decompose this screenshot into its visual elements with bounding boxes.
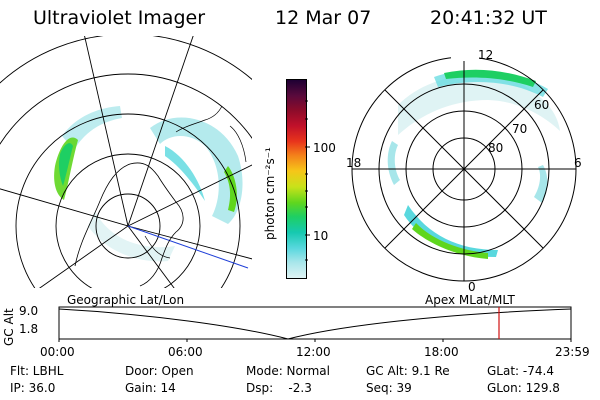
geographic-auroral-image xyxy=(0,36,252,288)
x-tick-0600: 06:00 xyxy=(168,345,203,359)
apex-mlat-mlt-label: Apex MLat/MLT xyxy=(425,293,515,307)
geographic-lat-lon-label: Geographic Lat/Lon xyxy=(67,293,185,307)
colorbar-tick-100: 100 xyxy=(313,141,336,155)
dsp-value: Dsp: -2.3 xyxy=(246,381,312,395)
intensity-colorbar xyxy=(286,79,307,279)
door-value: Door: Open xyxy=(125,364,194,378)
filter-value: Flt: LBHL xyxy=(10,364,64,378)
mlt-label-6: 6 xyxy=(574,156,582,170)
y-tick-9: 9.0 xyxy=(19,304,39,318)
gc-alt-value: GC Alt: 9.1 Re xyxy=(366,364,450,378)
observation-time: 20:41:32 UT xyxy=(430,7,547,29)
colorbar-unit-label: photon cm⁻²s⁻¹ xyxy=(263,147,277,240)
x-tick-1200: 12:00 xyxy=(296,345,331,359)
x-tick-2359: 23:59 xyxy=(555,345,590,359)
seq-value: Seq: 39 xyxy=(366,381,412,395)
mlt-label-18: 18 xyxy=(346,156,361,170)
glon-value: GLon: 129.8 xyxy=(487,381,560,395)
ip-value: IP: 36.0 xyxy=(10,381,56,395)
x-tick-1800: 18:00 xyxy=(424,345,459,359)
instrument-title: Ultraviolet Imager xyxy=(33,7,206,29)
mlat-label-70: 70 xyxy=(512,122,527,136)
mlat-label-60: 60 xyxy=(534,98,549,112)
colorbar-ticks xyxy=(305,100,310,261)
x-tick-0000: 00:00 xyxy=(40,345,75,359)
gain-value: Gain: 14 xyxy=(125,381,176,395)
mlat-label-80: 80 xyxy=(488,141,503,155)
y-tick-1-8: 1.8 xyxy=(19,322,39,336)
colorbar-tick-10: 10 xyxy=(313,229,329,243)
glat-value: GLat: -74.4 xyxy=(487,364,554,378)
mlt-label-12: 12 xyxy=(478,48,493,62)
polar-mlt-plot: 12 18 6 0 60 70 80 xyxy=(346,47,582,294)
mode-value: Mode: Normal xyxy=(246,364,330,378)
mlt-label-0: 0 xyxy=(468,280,476,294)
altitude-timeline-plot xyxy=(58,306,572,342)
gc-alt-axis-title: GC Alt xyxy=(2,308,16,346)
observation-date: 12 Mar 07 xyxy=(275,7,372,29)
